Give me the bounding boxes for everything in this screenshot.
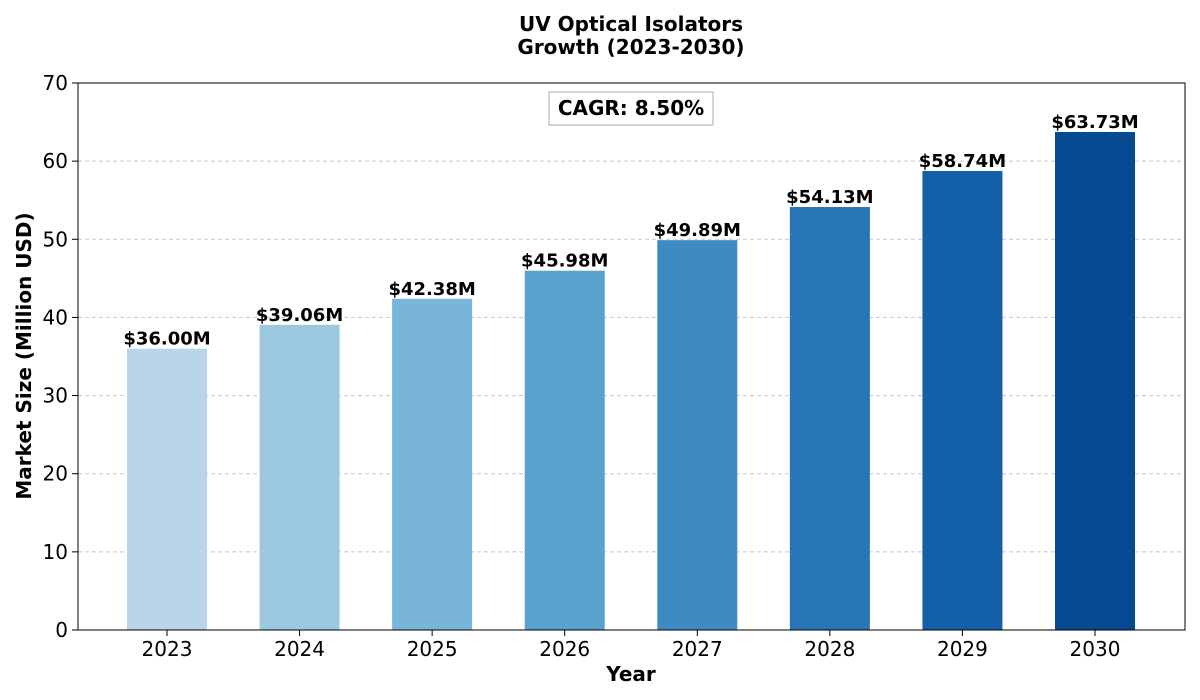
y-tick-label: 40 [43,305,68,329]
y-axis-label: Market Size (Million USD) [12,212,36,499]
x-tick-label-2027: 2027 [672,637,723,661]
x-axis-ticks: 2023 2024 2025 2026 2027 2028 2029 2030 [142,630,1121,661]
bar-2030 [1055,131,1135,630]
x-axis-label: Year [605,662,656,686]
value-label-2028: $54.13M [786,187,873,208]
x-tick-label-2028: 2028 [804,637,855,661]
y-tick-label: 50 [43,227,68,251]
value-label-2025: $42.38M [388,279,475,300]
x-tick-label-2024: 2024 [274,637,325,661]
bar-2027 [657,240,738,631]
value-label-2027: $49.89M [654,220,741,241]
y-axis-ticks: 0 10 20 30 40 50 60 70 [43,71,78,642]
bar-2028 [789,207,870,631]
bar-2024 [259,324,340,630]
y-tick-label: 0 [55,618,68,642]
value-label-2023: $36.00M [123,329,210,350]
value-label-2024: $39.06M [256,305,343,326]
y-tick-label: 20 [43,462,68,486]
plot-frame [77,82,1186,631]
bar-2029 [922,170,1003,630]
y-tick-label: 30 [43,384,68,408]
bars [127,131,1135,631]
grid-lines [78,160,1185,553]
chart-title-line-2: Growth (2023-2030) [517,35,744,59]
y-tick-label: 70 [43,71,68,95]
x-tick-label-2030: 2030 [1070,637,1121,661]
value-label-2029: $58.74M [919,151,1006,172]
y-tick-label: 60 [43,149,68,173]
x-tick-label-2023: 2023 [142,637,193,661]
value-labels: $36.00M $39.06M $42.38M $45.98M $49.89M $54.1… [123,112,1138,350]
cagr-annotation: CAGR: 8.50% [558,96,704,120]
x-tick-label-2026: 2026 [539,637,590,661]
chart-title-line-1: UV Optical Isolators [519,12,743,36]
bar-2026 [524,270,605,630]
value-label-2026: $45.98M [521,251,608,272]
bar-2025 [392,298,473,630]
bar-2023 [127,348,207,630]
x-tick-label-2029: 2029 [937,637,988,661]
value-label-2030: $63.73M [1051,112,1138,133]
cagr-annotation-box [548,91,714,126]
x-tick-label-2025: 2025 [407,637,458,661]
y-tick-label: 10 [43,540,68,564]
